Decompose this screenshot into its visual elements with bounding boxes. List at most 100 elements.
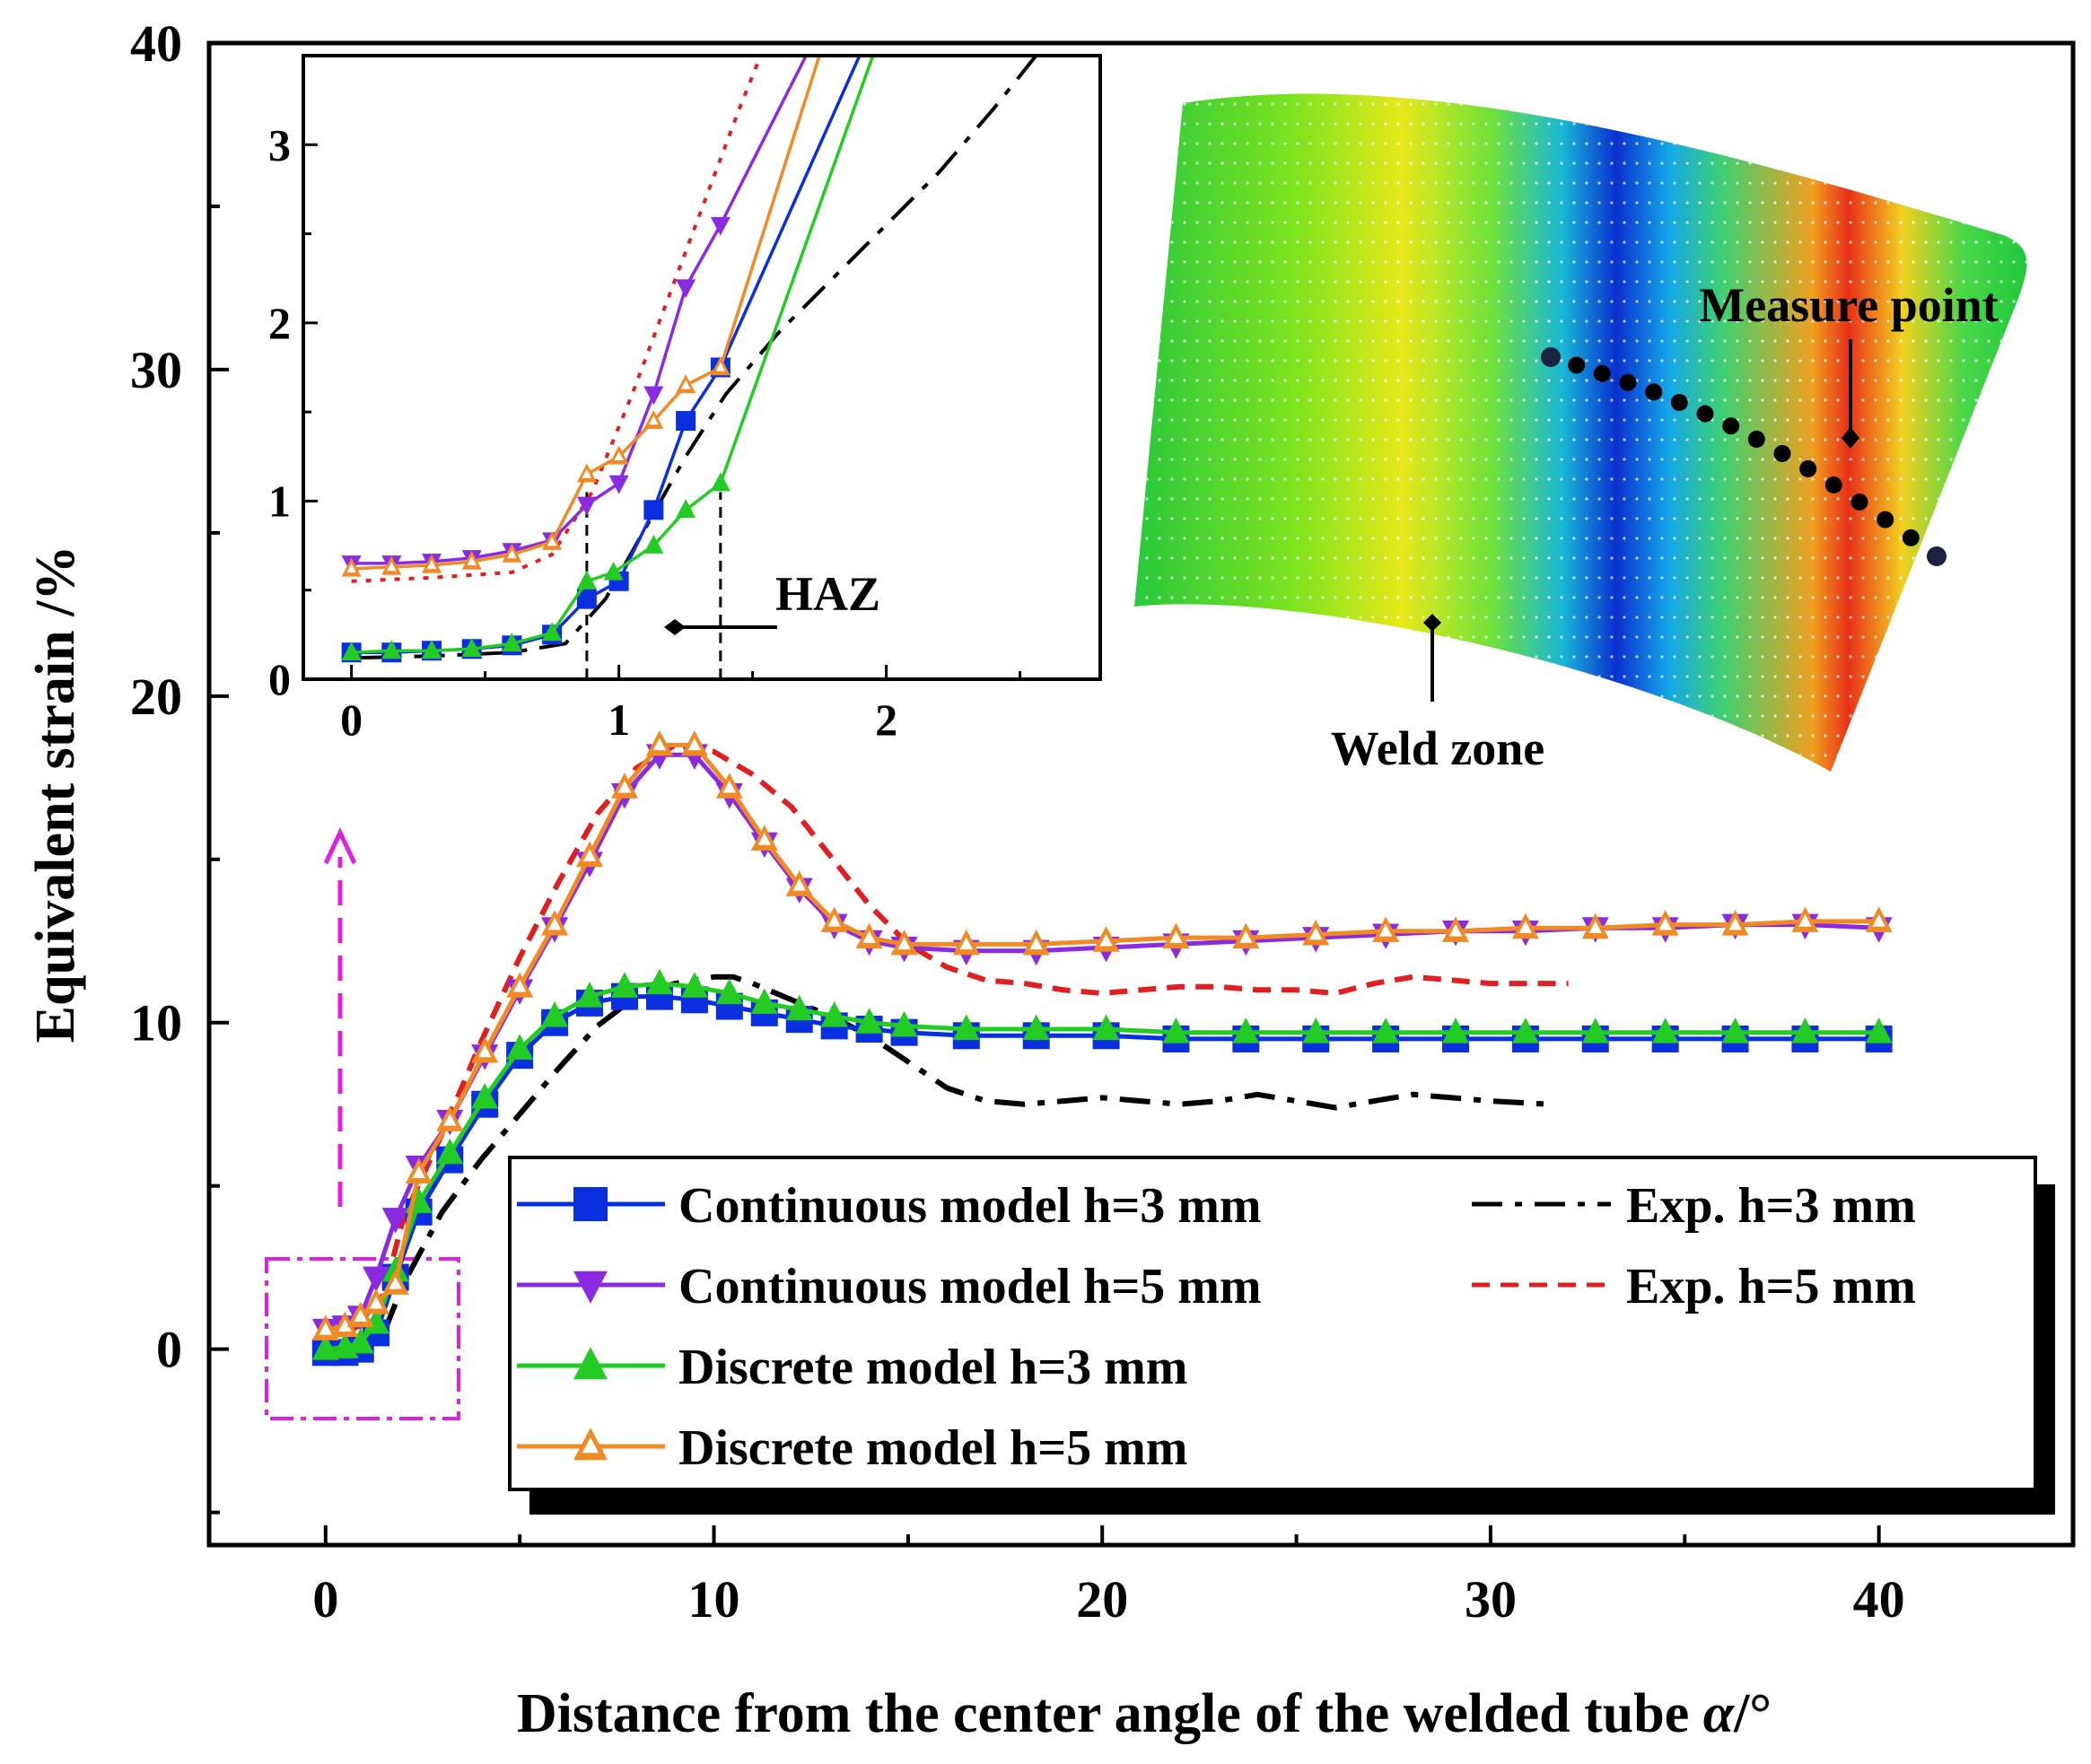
inset-data-point-disc-h3 xyxy=(381,640,402,659)
data-point-disc-h3 xyxy=(1092,1014,1120,1041)
data-point-disc-h3 xyxy=(1232,1017,1260,1044)
inset-data-point-cont-h5 xyxy=(608,475,629,494)
inset-data-point-disc-h3 xyxy=(502,633,522,652)
legend-entry-cont-h5: Continuous model h=5 mm xyxy=(517,1259,1262,1314)
data-point-disc-h5-center xyxy=(1872,914,1885,927)
data-point-disc-h3 xyxy=(381,1255,409,1282)
y-tick-label: 20 xyxy=(130,668,182,726)
data-point-disc-h5-center xyxy=(687,738,702,751)
data-point-disc-h5-center xyxy=(389,1276,402,1289)
series-disc-h3 xyxy=(311,968,1893,1360)
data-point-disc-h3 xyxy=(890,1010,918,1037)
inset-data-point-disc-h5-center xyxy=(426,560,437,570)
measure-point-dot xyxy=(1850,493,1868,511)
inset-series-disc-h3 xyxy=(341,55,875,661)
measure-point-dot xyxy=(1773,445,1791,462)
data-point-disc-h3 xyxy=(1651,1017,1679,1044)
data-point-disc-h5-center xyxy=(1099,933,1113,947)
inset-data-point-disc-h5-center xyxy=(507,549,517,559)
data-point-disc-h5-center xyxy=(443,1113,457,1126)
legend: Continuous model h=3 mm Exp. h=3 mm Contin… xyxy=(508,1156,2055,1515)
legend-label-exp-h5: Exp. h=5 mm xyxy=(1626,1259,1916,1314)
data-point-disc-h5-center xyxy=(354,1309,367,1323)
data-point-cont-h5 xyxy=(381,1208,409,1234)
data-point-disc-h5-center xyxy=(617,780,632,793)
measure-point-dot xyxy=(1747,431,1765,448)
data-point-disc-h3 xyxy=(1022,1014,1050,1041)
legend-swatch-marker-cont-h5 xyxy=(573,1271,608,1304)
measure-point-dot xyxy=(1824,476,1842,493)
data-point-disc-h5-center xyxy=(862,930,876,943)
inset-y-tick-label: 3 xyxy=(268,119,291,170)
zoom-arrow-head xyxy=(323,827,357,865)
data-point-disc-h5-center xyxy=(757,833,771,845)
inset-data-point-disc-h5-center xyxy=(649,415,659,425)
data-point-disc-h3 xyxy=(1865,1017,1893,1044)
contour-mesh-dots xyxy=(1134,93,2027,773)
data-point-disc-h3 xyxy=(576,982,604,1008)
measure-point-dot xyxy=(1799,460,1817,477)
inset-data-point-disc-h5-center xyxy=(346,563,356,573)
inset-data-point-cont-h3 xyxy=(676,411,696,432)
measure-point-dot xyxy=(1619,373,1637,391)
data-point-disc-h3 xyxy=(610,972,638,998)
y-tick-label: 0 xyxy=(156,1321,182,1379)
data-point-disc-h3 xyxy=(506,1034,534,1060)
data-point-disc-h3 xyxy=(471,1082,499,1109)
data-point-disc-h5-center xyxy=(1169,930,1183,943)
x-tick-label: 40 xyxy=(1853,1570,1905,1629)
data-point-disc-h3 xyxy=(750,988,778,1014)
data-point-disc-h5-center xyxy=(1728,917,1742,930)
data-point-disc-h3 xyxy=(785,994,813,1021)
measure-point-markers xyxy=(1541,347,1947,566)
inset-data-point-cont-h5 xyxy=(576,496,597,516)
data-point-disc-h5-center xyxy=(959,937,973,950)
x-tick-label: 10 xyxy=(688,1570,740,1629)
data-point-disc-h5-center xyxy=(512,979,527,992)
data-point-disc-h3 xyxy=(346,1327,374,1354)
data-point-disc-h5-center xyxy=(1658,917,1672,930)
data-point-disc-h5-center xyxy=(369,1296,383,1309)
inset-data-point-cont-h5 xyxy=(676,279,696,299)
data-point-disc-h3 xyxy=(645,968,673,995)
measure-point-dot xyxy=(1927,546,1947,566)
legend-swatch-marker-disc-h3 xyxy=(573,1347,608,1380)
inset-axis-ticks xyxy=(303,143,1022,681)
measure-point-leader-tip xyxy=(1842,427,1859,449)
data-point-disc-h5-center xyxy=(1518,921,1533,933)
haz-annotation: HAZ xyxy=(664,567,880,635)
measure-point-label: Measure point xyxy=(1699,278,1999,332)
data-point-disc-h5-center xyxy=(412,1166,425,1178)
data-point-cont-h5 xyxy=(363,1266,390,1293)
inset-data-point-disc-h3 xyxy=(676,499,696,519)
data-point-disc-h5-center xyxy=(478,1044,492,1058)
legend-entry-disc-h3: Discrete model h=3 mm xyxy=(517,1340,1187,1395)
inset-data-point-disc-h3 xyxy=(422,640,442,659)
measure-point-dot xyxy=(1877,511,1894,528)
main-series-group xyxy=(311,729,1893,1367)
data-point-disc-h5-center xyxy=(827,914,841,927)
series-exp-h5 xyxy=(325,742,1569,1340)
inset-data-point-disc-h5-center xyxy=(715,362,726,371)
data-point-disc-h5-center xyxy=(792,878,806,891)
inset-data-point-disc-h5-center xyxy=(582,468,592,478)
data-point-disc-h5-center xyxy=(547,917,562,930)
data-point-disc-h3 xyxy=(1791,1017,1819,1044)
measure-point-dot xyxy=(1902,528,1920,546)
strain-contour-map: Measure point Weld zone xyxy=(1134,93,2027,775)
haz-label: HAZ xyxy=(775,567,880,621)
legend-label-cont-h3: Continuous model h=3 mm xyxy=(678,1178,1262,1234)
legend-swatch-marker-cont-h3 xyxy=(573,1187,608,1221)
x-axis-title: Distance from the center angle of the we… xyxy=(517,1683,1772,1744)
haz-arrow-head xyxy=(664,619,686,635)
data-point-disc-h3 xyxy=(1372,1017,1400,1044)
data-point-disc-h5-center xyxy=(338,1319,352,1332)
data-point-disc-h3 xyxy=(363,1308,390,1334)
inset-data-point-disc-h3 xyxy=(341,642,362,661)
inset-data-point-disc-h3 xyxy=(461,638,482,658)
inset-series-line-exp-h5 xyxy=(351,55,763,583)
measure-point-dot xyxy=(1568,356,1586,374)
inset-data-point-disc-h5-center xyxy=(547,537,557,546)
inset-data-point-disc-h3 xyxy=(542,622,563,642)
